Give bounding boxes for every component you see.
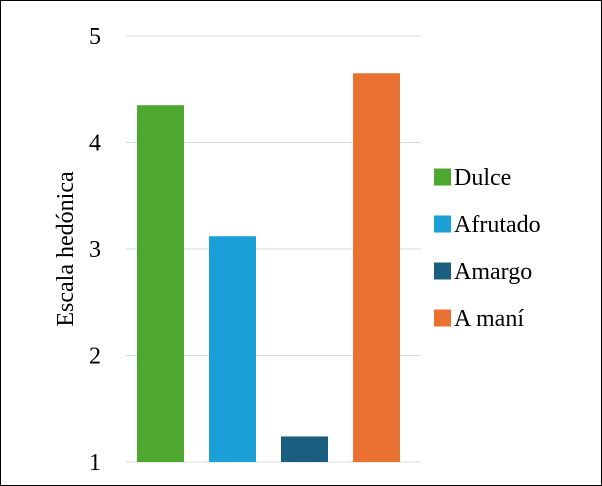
y-tick-label: 3 <box>89 237 101 263</box>
legend-swatch <box>434 309 451 327</box>
legend-swatch <box>434 168 451 186</box>
legend-swatch <box>434 215 451 233</box>
bars <box>137 73 400 463</box>
y-tick-label: 5 <box>89 24 101 50</box>
legend-label: A maní <box>454 306 524 332</box>
legend-item: Amargo <box>434 259 532 285</box>
legend-label: Afrutado <box>454 212 541 238</box>
y-tick-label: 1 <box>89 450 101 476</box>
bar-a-maní <box>353 73 400 463</box>
bar-amargo <box>281 436 328 462</box>
legend-item: Dulce <box>434 165 511 191</box>
legend-item: Afrutado <box>434 212 541 238</box>
legend-label: Dulce <box>454 165 511 191</box>
bar-dulce <box>137 105 184 462</box>
y-tick-label: 4 <box>89 131 101 157</box>
y-axis-ticks: 1 2 3 4 5 <box>89 24 101 476</box>
bar-afrutado <box>209 236 256 462</box>
legend-item: A maní <box>434 306 524 332</box>
legend-label: Amargo <box>454 259 532 285</box>
y-tick-label: 2 <box>89 344 101 370</box>
legend-swatch <box>434 262 451 280</box>
legend: Dulce Afrutado Amargo A maní <box>434 165 541 332</box>
y-axis-title: Escala hedónica <box>53 171 79 327</box>
